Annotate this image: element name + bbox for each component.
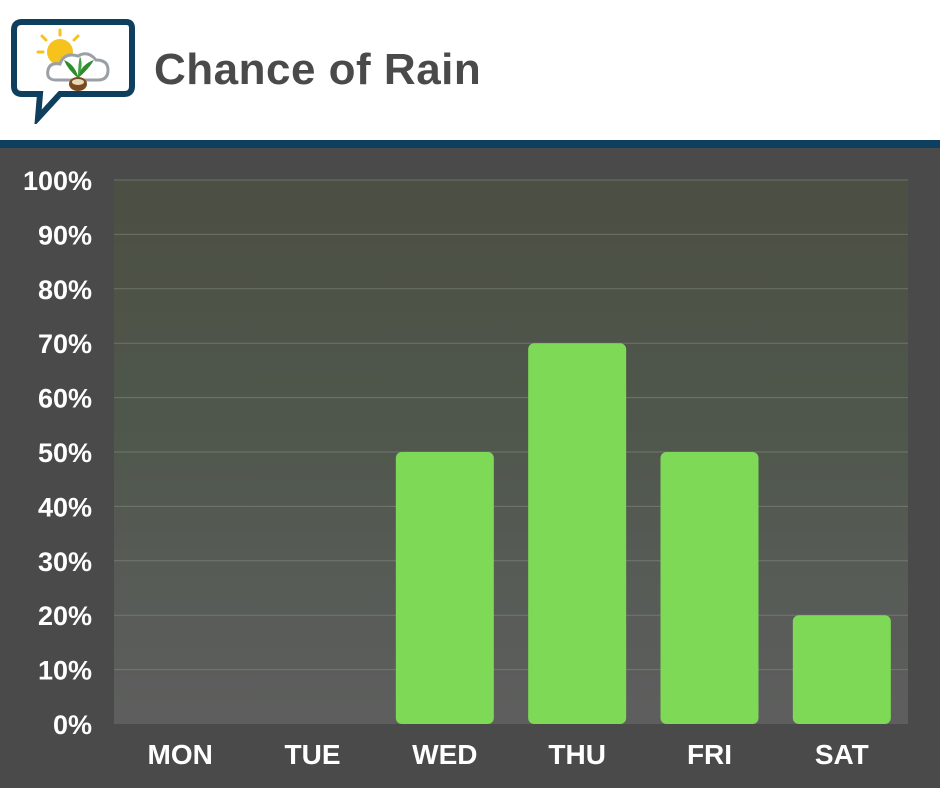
header: Chance of Rain — [0, 0, 940, 140]
y-tick-label: 80% — [38, 275, 92, 305]
bar-fri — [660, 452, 759, 724]
bar-thu — [528, 343, 627, 724]
y-tick-label: 100% — [23, 166, 92, 196]
y-tick-label: 70% — [38, 329, 92, 359]
y-tick-label: 0% — [53, 710, 92, 740]
x-tick-label: MON — [148, 739, 213, 770]
y-tick-label: 10% — [38, 656, 92, 686]
bar-sat — [792, 615, 891, 724]
page-title: Chance of Rain — [154, 45, 482, 94]
x-tick-label: TUE — [285, 739, 341, 770]
x-tick-label: FRI — [687, 739, 732, 770]
y-tick-label: 30% — [38, 547, 92, 577]
bar-wed — [395, 452, 494, 724]
x-tick-label: THU — [548, 739, 606, 770]
rain-chance-bar-chart: 0% 10% 20% 30% 40% 50% 60% 70% 80% 90% 100% MON TUE… — [23, 166, 908, 770]
header-divider — [0, 140, 940, 148]
y-tick-label: 40% — [38, 492, 92, 522]
x-tick-label: WED — [412, 739, 477, 770]
y-tick-label: 50% — [38, 438, 92, 468]
y-tick-label: 60% — [38, 384, 92, 414]
weather-plant-speech-bubble-icon — [11, 19, 135, 124]
y-tick-label: 90% — [38, 220, 92, 250]
chart-panel: 0% 10% 20% 30% 40% 50% 60% 70% 80% 90% 100% MON TUE… — [0, 148, 940, 788]
y-tick-label: 20% — [38, 601, 92, 631]
x-tick-label: SAT — [815, 739, 869, 770]
